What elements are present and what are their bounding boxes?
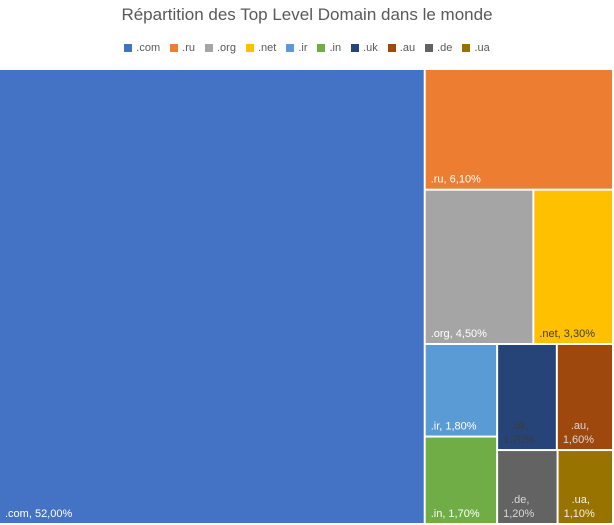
data-label-uk: .uk, 1,70% [503,420,534,446]
treemap-cell-au [557,344,612,450]
legend-swatch [425,44,434,52]
legend-item-ru: .ru [170,42,195,54]
legend-label: .ru [182,42,195,54]
chart-legend: .com .ru .org .net .ir .in .uk .au .de .ua [0,40,614,56]
legend-swatch [462,44,471,52]
legend-swatch [245,44,254,52]
chart-title: Répartition des Top Level Domain dans le… [121,5,493,24]
legend-label: .in [329,42,342,54]
legend-swatch [204,44,213,52]
legend-label: .net [257,42,277,54]
treemap-cell-ua [558,451,612,523]
legend-item-uk: .uk [351,42,378,54]
legend-swatch [387,44,396,52]
legend-item-au: .au [387,42,416,54]
treemap-cell-de [498,451,557,523]
legend-item-net: .net [245,42,277,54]
treemap-cell-uk [498,344,556,450]
data-label-ua: .ua, 1,10% [564,494,595,520]
legend-label: .com [136,42,161,54]
legend-item-ir: .ir [286,42,307,54]
treemap-chart: .com, 52,00% .ru, 6,10% .org, 4,50% .net, 3… [0,70,612,523]
legend-item-ua: .ua [462,42,490,54]
legend-swatch [286,44,295,52]
legend-swatch [351,44,360,52]
data-label-in: .in, 1,70% [431,508,480,520]
legend-item-de: .de [425,42,452,54]
legend-item-org: .org [204,42,236,54]
legend-swatch [170,44,179,52]
data-label-com: .com, 52,00% [5,508,72,520]
treemap-cell-org [425,190,533,343]
legend-swatch [317,44,326,52]
treemap-cell-in [425,437,497,523]
treemap-cell-ir [425,344,497,436]
legend-label: .au [399,42,416,54]
legend-label: .ua [474,42,490,54]
data-label-ru: .ru, 6,10% [431,174,481,186]
data-label-org: .org, 4,50% [431,328,487,340]
treemap-cell-ru [425,70,612,189]
legend-item-com: .com [124,42,160,54]
treemap-cell-com [0,70,424,523]
legend-label: .ir [298,42,308,54]
legend-item-in: .in [317,42,341,54]
data-label-de: .de, 1,20% [503,494,534,520]
data-label-ir: .ir, 1,80% [431,421,477,433]
legend-label: .de [437,42,453,54]
data-label-au: .au, 1,60% [563,420,594,446]
legend-swatch [124,44,133,52]
treemap-cell-net [534,190,612,343]
data-label-net: .net, 3,30% [539,328,595,340]
legend-label: .org [216,42,236,54]
legend-label: .uk [363,42,378,54]
